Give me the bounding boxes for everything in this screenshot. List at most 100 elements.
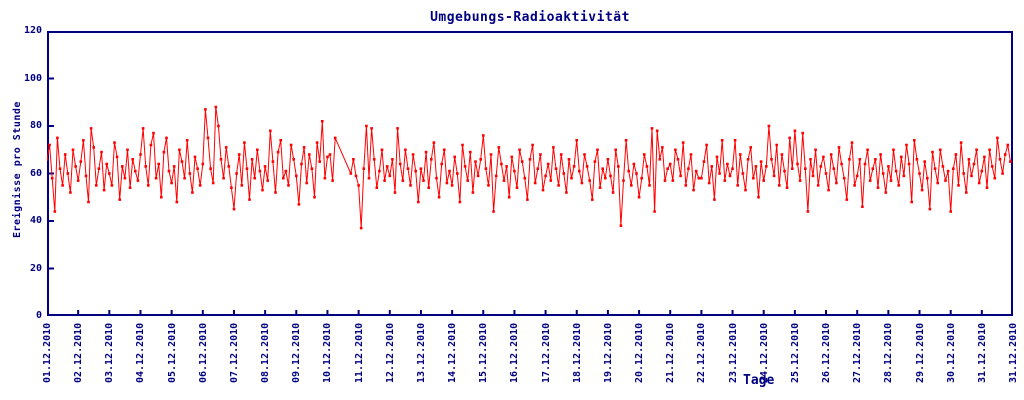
- data-point-marker: [71, 148, 75, 152]
- data-point-marker: [905, 143, 908, 147]
- data-point-marker: [276, 150, 280, 154]
- data-point-marker: [731, 167, 734, 170]
- data-point-marker: [804, 167, 807, 170]
- data-point-marker: [765, 165, 768, 168]
- y-tick-label: 0: [35, 310, 42, 321]
- data-point-marker: [513, 169, 516, 173]
- data-point-marker: [198, 184, 202, 187]
- data-point-marker: [546, 162, 550, 166]
- data-point-marker: [1003, 153, 1007, 156]
- data-point-marker: [752, 176, 755, 180]
- data-point-marker: [209, 167, 212, 170]
- data-point-marker: [56, 136, 59, 140]
- data-point-marker: [1009, 160, 1012, 163]
- data-point-marker: [689, 153, 693, 156]
- data-point-marker: [726, 162, 729, 166]
- data-point-marker: [240, 184, 244, 187]
- data-point-marker: [858, 158, 862, 161]
- data-point-marker: [411, 153, 415, 156]
- data-point-marker: [250, 158, 254, 161]
- x-tick-label: 31.12.2010: [976, 322, 988, 383]
- data-point-marker: [326, 155, 329, 159]
- plot-area: [47, 31, 1013, 316]
- data-point-marker: [965, 191, 968, 194]
- data-point-marker: [866, 148, 869, 152]
- data-point-marker: [331, 179, 334, 182]
- data-point-marker: [715, 155, 719, 159]
- data-point-marker: [894, 169, 898, 173]
- data-point-marker: [172, 165, 176, 168]
- data-point-marker: [892, 148, 895, 152]
- data-point-marker: [848, 158, 851, 161]
- data-point-marker: [713, 198, 716, 201]
- data-point-marker: [235, 172, 238, 175]
- data-point-marker: [733, 139, 737, 142]
- x-tick-label: 05.12.2010: [166, 322, 178, 383]
- data-point-marker: [108, 172, 111, 175]
- data-point-marker: [944, 179, 947, 182]
- data-point-marker: [918, 172, 921, 175]
- data-point-marker: [788, 136, 791, 140]
- data-point-marker: [874, 158, 877, 161]
- data-point-marker: [863, 162, 867, 166]
- data-point-marker: [887, 165, 890, 168]
- data-point-marker: [437, 195, 441, 199]
- data-point-marker: [308, 153, 311, 156]
- data-point-marker: [967, 158, 971, 161]
- data-point-marker: [136, 179, 140, 182]
- data-point-marker: [245, 167, 249, 170]
- x-tick-label: 20.12.2010: [634, 322, 646, 383]
- data-point-marker: [227, 165, 231, 168]
- data-point-marker: [957, 184, 960, 187]
- data-point-marker: [396, 127, 399, 130]
- x-tick-label: 30.12.2010: [945, 322, 957, 383]
- data-point-marker: [315, 141, 319, 144]
- data-point-marker: [372, 158, 376, 161]
- data-point-marker: [79, 160, 83, 163]
- data-point-marker: [149, 143, 153, 147]
- data-point-marker: [471, 191, 475, 194]
- x-tick-label: 08.12.2010: [260, 322, 272, 383]
- data-point-marker: [479, 158, 482, 161]
- data-point-marker: [798, 179, 802, 182]
- data-point-marker: [230, 186, 233, 189]
- data-point-marker: [333, 136, 337, 140]
- chart-title: Umgebungs-Radioaktivität: [430, 10, 630, 25]
- data-point-marker: [453, 155, 456, 159]
- data-point-marker: [476, 174, 480, 178]
- data-point-marker: [842, 176, 846, 180]
- data-point-marker: [933, 167, 937, 170]
- data-point-marker: [549, 179, 553, 182]
- data-point-marker: [287, 184, 290, 187]
- data-point-marker: [206, 136, 210, 140]
- data-point-marker: [972, 162, 976, 166]
- data-point-marker: [811, 174, 815, 178]
- data-point-marker: [533, 181, 537, 185]
- data-point-marker: [630, 184, 633, 187]
- data-point-marker: [237, 153, 241, 156]
- data-point-marker: [128, 186, 132, 189]
- data-point-marker: [357, 184, 360, 187]
- data-point-marker: [391, 158, 394, 161]
- data-point-marker: [183, 176, 186, 180]
- data-point-marker: [809, 158, 812, 161]
- data-point-marker: [185, 139, 189, 142]
- data-point-marker: [489, 153, 493, 156]
- data-point-marker: [222, 176, 225, 180]
- data-point-marker: [409, 184, 412, 187]
- data-point-marker: [723, 179, 727, 182]
- data-point-marker: [694, 169, 698, 173]
- data-point-marker: [256, 148, 259, 152]
- x-tick-label: 02.12.2010: [73, 322, 85, 383]
- data-point-marker: [539, 153, 542, 156]
- data-point-marker: [193, 155, 197, 159]
- data-point-marker: [988, 148, 991, 152]
- data-line: [47, 106, 1011, 229]
- data-point-marker: [383, 179, 386, 182]
- data-point-marker: [881, 172, 885, 175]
- data-point-marker: [617, 165, 620, 168]
- x-tick-label: 19.12.2010: [602, 322, 614, 383]
- data-point-marker: [102, 188, 106, 192]
- data-point-marker: [889, 179, 893, 182]
- data-point-marker: [443, 148, 446, 152]
